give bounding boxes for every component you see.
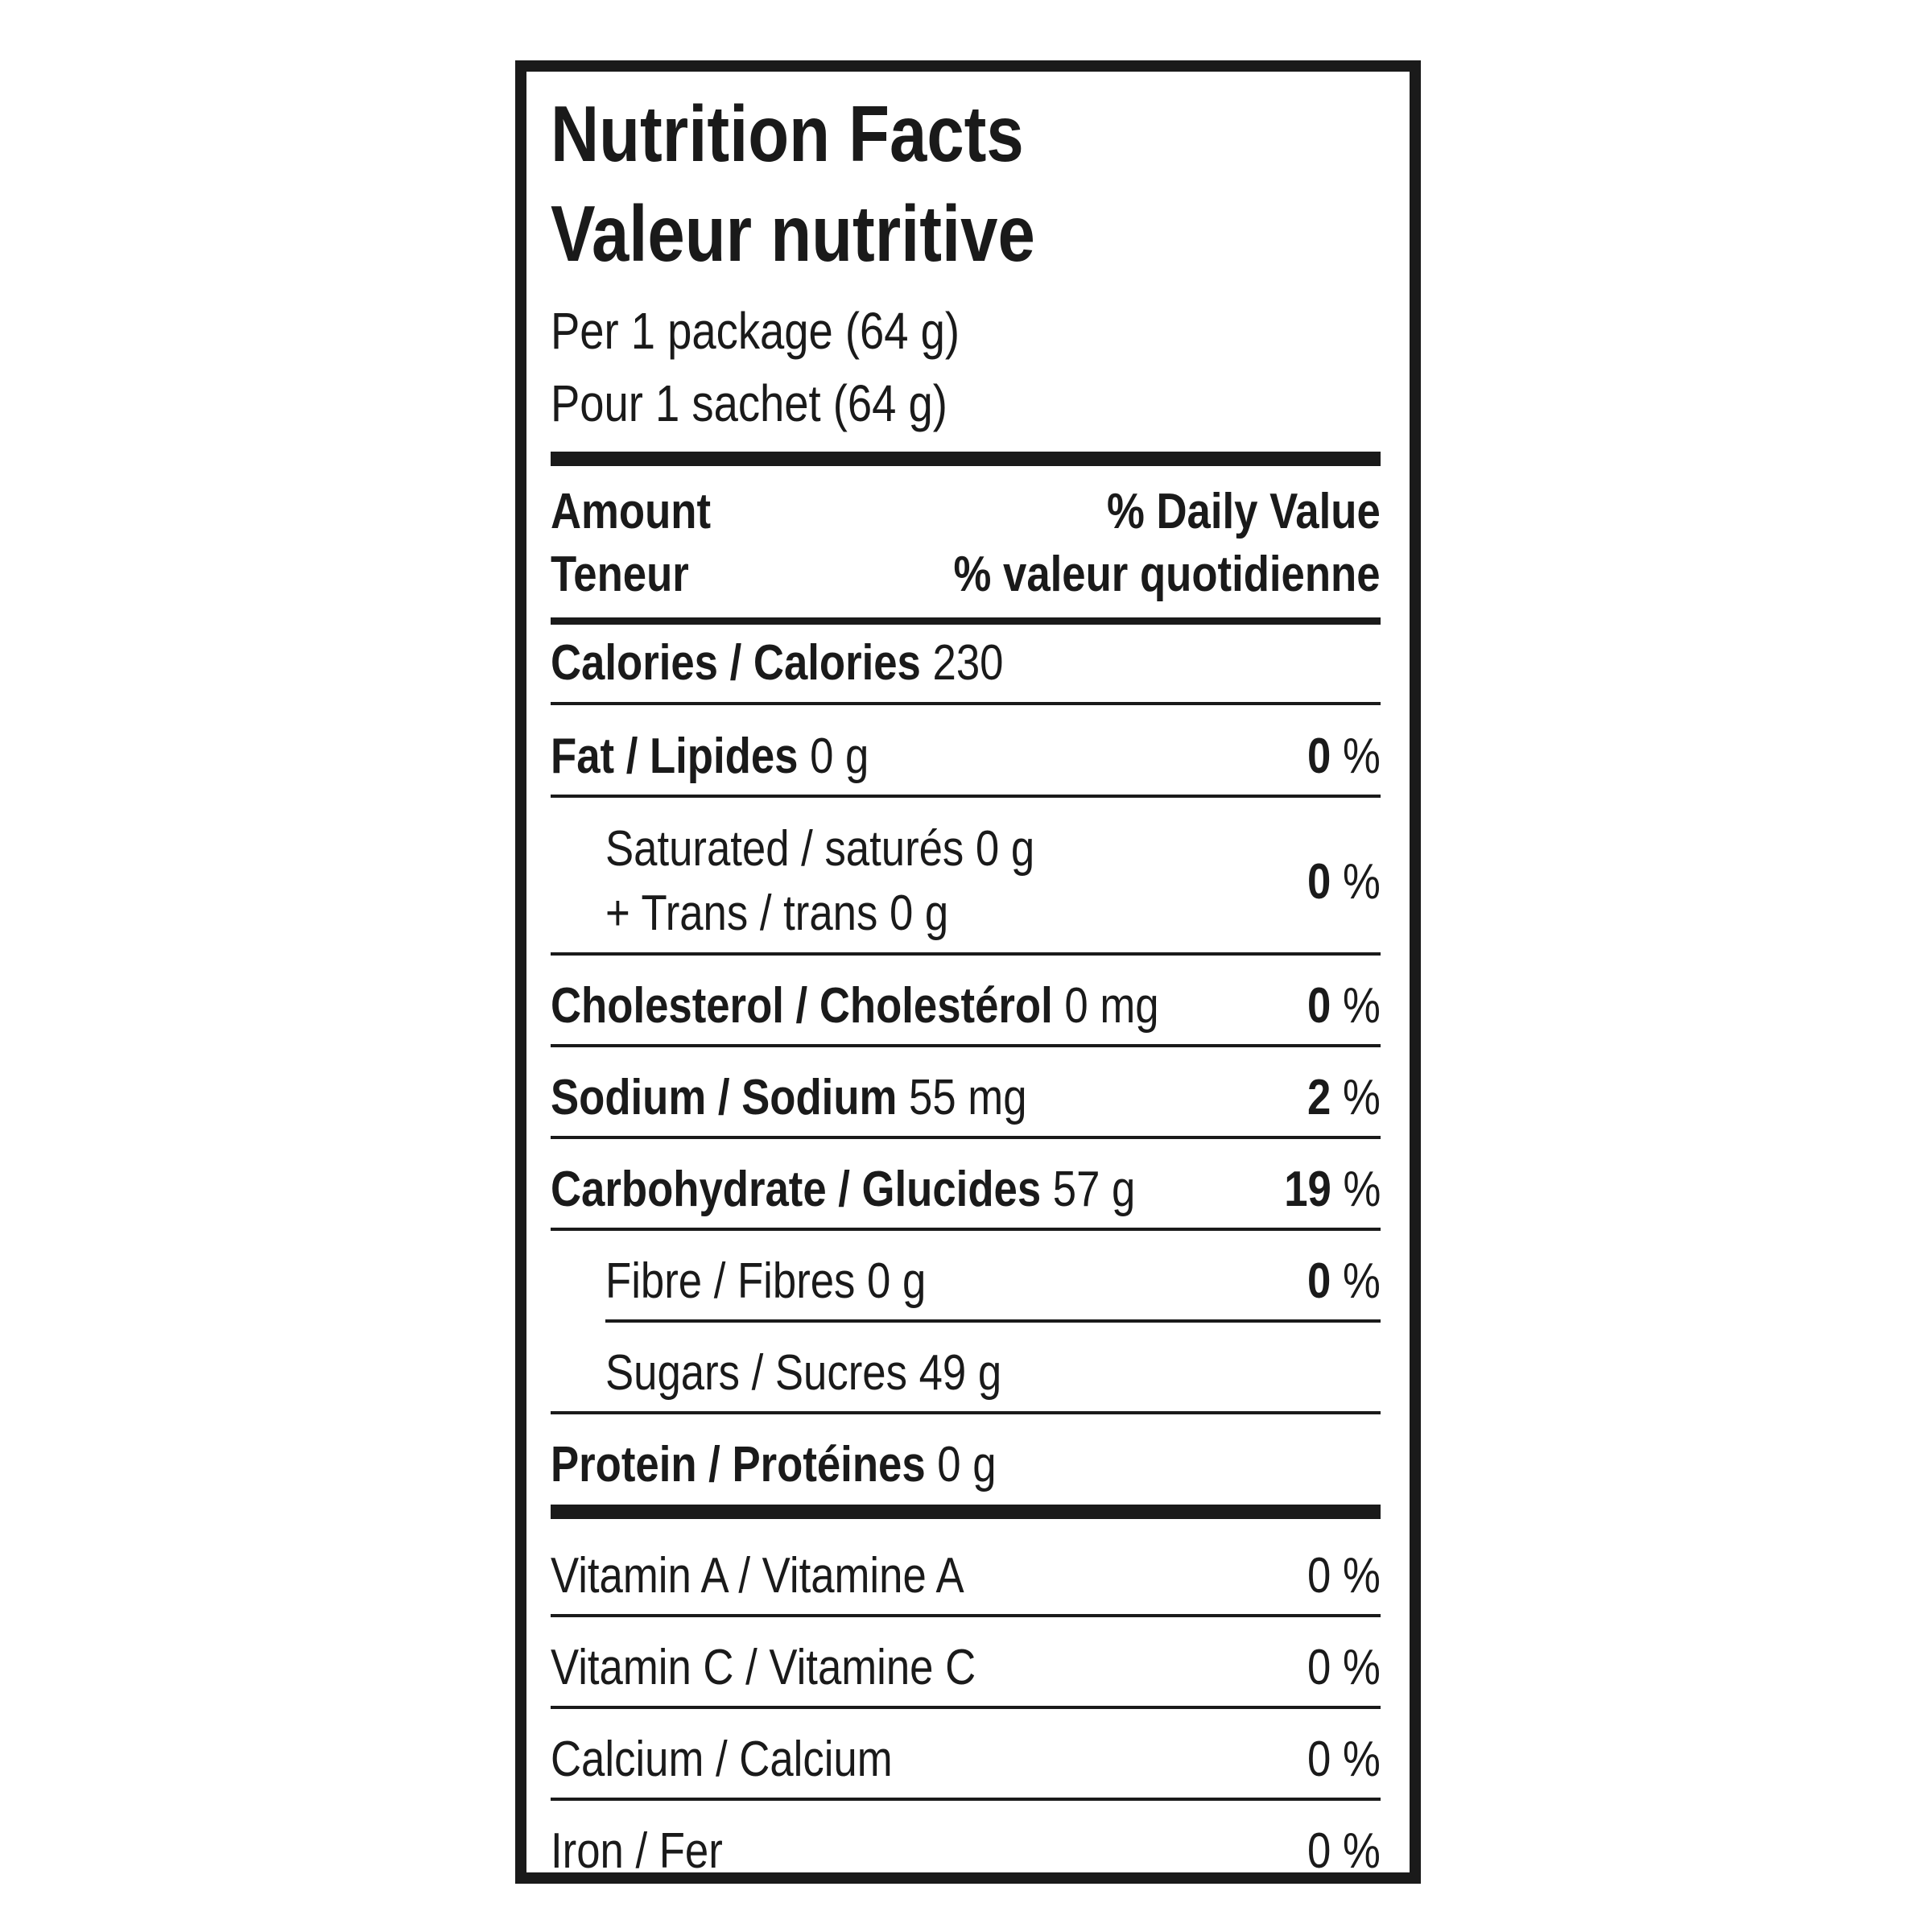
- serving-size-english: Per 1 package (64 g): [551, 302, 960, 360]
- row-divider: [551, 1614, 1381, 1617]
- calcium-daily-value: 0 %: [1307, 1732, 1381, 1787]
- fat-daily-value: 0 %: [1307, 729, 1381, 784]
- fat-row: Fat / Lipides 0 g: [551, 732, 869, 782]
- header-divider: [551, 617, 1381, 625]
- thick-divider: [551, 1505, 1381, 1519]
- iron-daily-value: 0 %: [1307, 1823, 1381, 1879]
- carbohydrate-daily-value: 19 %: [1283, 1162, 1381, 1217]
- fat-label: Fat / Lipides: [551, 729, 799, 784]
- fibre-daily-value: 0 %: [1307, 1253, 1381, 1309]
- thick-divider: [551, 452, 1381, 466]
- vitamin-a-label: Vitamin A / Vitamine A: [551, 1548, 964, 1604]
- amount-header-english: Amount: [551, 484, 712, 539]
- row-divider: [551, 1706, 1381, 1709]
- cholesterol-daily-value: 0 %: [1307, 978, 1381, 1034]
- row-divider: [551, 795, 1381, 798]
- fibre-label: Fibre / Fibres 0 g: [605, 1253, 927, 1309]
- protein-label: Protein / Protéines: [551, 1437, 926, 1492]
- calcium-label: Calcium / Calcium: [551, 1732, 893, 1787]
- daily-value-header-french: % valeur quotidienne: [953, 547, 1381, 602]
- sodium-label: Sodium / Sodium: [551, 1070, 898, 1125]
- saturated-fat-label: Saturated / saturés 0 g: [605, 821, 1035, 877]
- row-divider: [551, 1411, 1381, 1414]
- row-divider: [551, 952, 1381, 956]
- title-french: Valeur nutritive: [551, 189, 1035, 278]
- carbohydrate-row: Carbohydrate / Glucides 57 g: [551, 1165, 1135, 1215]
- daily-value-header-english: % Daily Value: [1107, 484, 1381, 539]
- title-english: Nutrition Facts: [551, 89, 1024, 178]
- row-divider: [605, 1319, 1381, 1323]
- sugars-label: Sugars / Sucres 49 g: [605, 1345, 1002, 1401]
- row-divider: [551, 1798, 1381, 1801]
- carbohydrate-amount: 57 g: [1052, 1162, 1136, 1217]
- sodium-amount: 55 mg: [909, 1070, 1027, 1125]
- row-divider: [551, 1228, 1381, 1231]
- amount-header-french: Teneur: [551, 547, 689, 602]
- fat-amount: 0 g: [810, 729, 869, 784]
- cholesterol-amount: 0 mg: [1064, 978, 1159, 1034]
- trans-fat-label: + Trans / trans 0 g: [605, 886, 949, 941]
- carbohydrate-label: Carbohydrate / Glucides: [551, 1162, 1042, 1217]
- sodium-daily-value: 2 %: [1307, 1070, 1381, 1125]
- sodium-row: Sodium / Sodium 55 mg: [551, 1073, 1027, 1123]
- saturated-trans-daily-value: 0 %: [1307, 854, 1381, 910]
- nutrition-facts-label: Nutrition Facts Valeur nutritive Per 1 p…: [515, 60, 1421, 1884]
- row-divider: [551, 1136, 1381, 1139]
- vitamin-a-daily-value: 0 %: [1307, 1548, 1381, 1604]
- serving-size-french: Pour 1 sachet (64 g): [551, 374, 947, 432]
- iron-label: Iron / Fer: [551, 1823, 723, 1879]
- protein-amount: 0 g: [937, 1437, 997, 1492]
- row-divider: [551, 1044, 1381, 1047]
- protein-row: Protein / Protéines 0 g: [551, 1440, 997, 1490]
- calories-row: Calories / Calories 230: [551, 638, 1003, 688]
- calories-label: Calories / Calories: [551, 635, 921, 691]
- cholesterol-label: Cholesterol / Cholestérol: [551, 978, 1053, 1034]
- row-divider: [551, 702, 1381, 705]
- calories-value: 230: [932, 635, 1004, 691]
- vitamin-c-daily-value: 0 %: [1307, 1640, 1381, 1695]
- cholesterol-row: Cholesterol / Cholestérol 0 mg: [551, 981, 1159, 1031]
- vitamin-c-label: Vitamin C / Vitamine C: [551, 1640, 976, 1695]
